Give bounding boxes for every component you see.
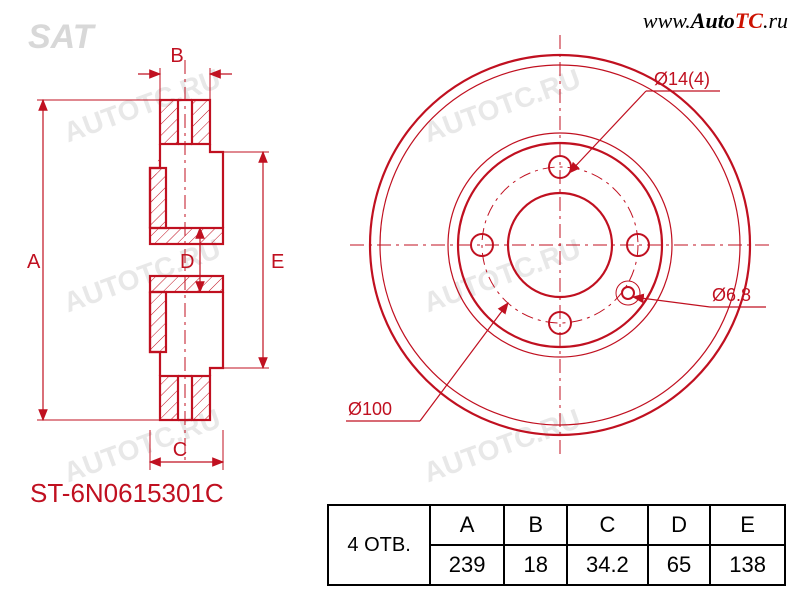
url-tc: TC [735, 8, 763, 33]
url-ru: .ru [763, 8, 788, 33]
dimension-table: 4 ОТВ. A B C D E 239 18 34.2 65 138 [327, 504, 786, 586]
val-b: 18 [504, 545, 566, 585]
side-view: A B E D C [27, 45, 284, 470]
dim-a-label: A [27, 251, 41, 273]
col-b: B [504, 505, 566, 545]
hole-count-cell: 4 ОТВ. [328, 505, 429, 585]
col-d: D [648, 505, 710, 545]
pin-dia-label: Ø6.8 [712, 285, 751, 305]
col-e: E [710, 505, 785, 545]
dim-b-label: B [170, 45, 183, 67]
bolt-dia-label: Ø14(4) [654, 69, 710, 89]
col-a: A [430, 505, 505, 545]
pcd-label: Ø100 [348, 399, 392, 419]
url-auto: Auto [691, 8, 735, 33]
url-www: www. [643, 8, 691, 33]
part-number: ST-6N0615301C [30, 478, 224, 509]
val-a: 239 [430, 545, 505, 585]
dim-e-label: E [271, 251, 284, 273]
dim-d-label: D [180, 251, 194, 273]
front-view: Ø14(4) Ø6.8 Ø100 [346, 35, 770, 455]
col-c: C [567, 505, 648, 545]
site-url: www.AutoTC.ru [643, 8, 788, 34]
val-e: 138 [710, 545, 785, 585]
dim-c-label: C [173, 439, 187, 461]
val-d: 65 [648, 545, 710, 585]
val-c: 34.2 [567, 545, 648, 585]
